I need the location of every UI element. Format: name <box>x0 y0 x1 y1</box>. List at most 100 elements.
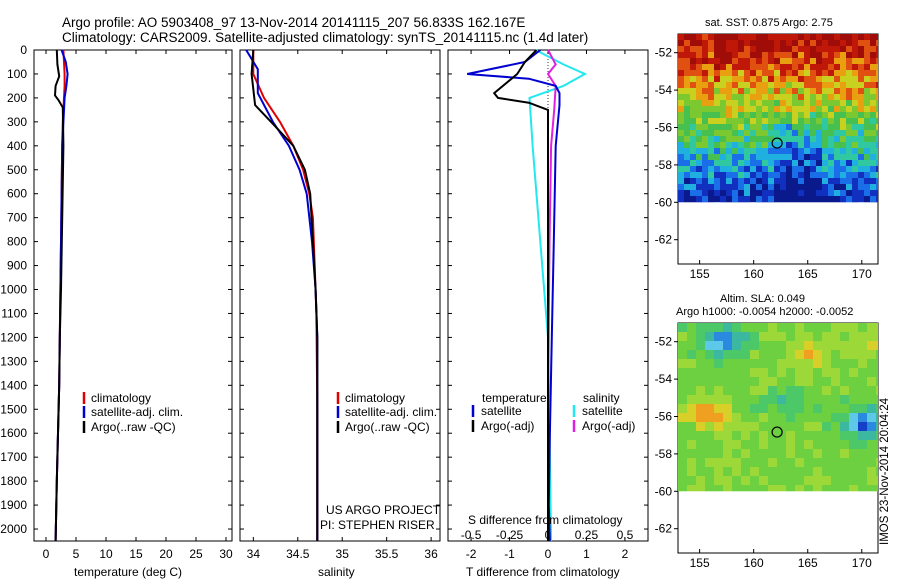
map-cell <box>738 52 744 58</box>
map-cell <box>822 458 831 467</box>
map-cell <box>795 350 804 359</box>
depth-tick-label: 300 <box>7 115 27 129</box>
map-cell <box>732 359 741 368</box>
map-cell <box>756 124 762 130</box>
map-cell <box>708 154 714 160</box>
map-cell <box>792 172 798 178</box>
map-cell <box>849 404 858 413</box>
map-cell <box>804 341 813 350</box>
map-cell <box>804 368 813 377</box>
map-cell <box>798 184 804 190</box>
map-cell <box>714 458 723 467</box>
map-cell <box>864 112 870 118</box>
map-cell <box>708 142 714 148</box>
map-cell <box>858 368 867 377</box>
map-cell <box>816 124 822 130</box>
map-cell <box>804 386 813 395</box>
map-cell <box>702 82 708 88</box>
map-cell <box>798 94 804 100</box>
map-cell <box>849 377 858 386</box>
series-line <box>53 49 65 542</box>
map-cell <box>714 440 723 449</box>
map-cell <box>870 52 876 58</box>
map-cell <box>768 196 774 202</box>
map-cell <box>741 440 750 449</box>
map-cell <box>864 148 870 154</box>
map-cell <box>867 485 876 492</box>
map-cell <box>831 485 840 492</box>
map-cell <box>840 124 846 130</box>
map-cell <box>714 386 723 395</box>
map-cell <box>756 184 762 190</box>
map-cell <box>876 160 878 166</box>
map-cell <box>708 178 714 184</box>
map-cell <box>876 178 878 184</box>
map-cell <box>759 431 768 440</box>
map-cell <box>813 323 822 332</box>
map-cell <box>732 130 738 136</box>
map-cell <box>792 64 798 70</box>
map-cell <box>690 64 696 70</box>
map-cell <box>762 160 768 166</box>
temperature-series <box>53 49 69 542</box>
map-cell <box>816 160 822 166</box>
map-cell <box>738 190 744 196</box>
map-cell <box>705 395 714 404</box>
map-cell <box>714 196 720 202</box>
map-cell <box>723 359 732 368</box>
map-cell <box>738 124 744 130</box>
map-cell <box>867 440 876 449</box>
map-cell <box>696 467 705 476</box>
map-cell <box>804 136 810 142</box>
top-tick-label: 0.5 <box>617 528 634 542</box>
map-cell <box>714 40 720 46</box>
map-cell <box>798 40 804 46</box>
map-cell <box>810 118 816 124</box>
map-cell <box>786 476 795 485</box>
map-cell <box>768 82 774 88</box>
map-cell <box>822 94 828 100</box>
map-cell <box>795 323 804 332</box>
map-cell <box>684 112 690 118</box>
map-cell <box>858 160 864 166</box>
map-cell <box>780 172 786 178</box>
map-cell <box>828 52 834 58</box>
map-cell <box>831 386 840 395</box>
map-cell <box>726 82 732 88</box>
map-cell <box>846 196 852 202</box>
map-cell <box>813 485 822 492</box>
map-cell <box>786 323 795 332</box>
map-cell <box>852 52 858 58</box>
map-cell <box>678 485 687 492</box>
map-cell <box>708 148 714 154</box>
map-cell <box>714 136 720 142</box>
map-cell <box>708 52 714 58</box>
map-cell <box>756 76 762 82</box>
x-tick-label: 30 <box>219 547 233 561</box>
map-cell <box>756 118 762 124</box>
map-cell <box>678 118 684 124</box>
map-cell <box>678 422 687 431</box>
map-cell <box>840 395 849 404</box>
map-cell <box>786 130 792 136</box>
difference-axis: -2 -1 0 1 2-0.5 -0.25 0 0.25 0.5 <box>461 50 634 561</box>
map-cell <box>804 40 810 46</box>
map-cell <box>786 440 795 449</box>
map-cell <box>768 467 777 476</box>
map-cell <box>813 467 822 476</box>
map-cell <box>762 166 768 172</box>
map-cell <box>834 160 840 166</box>
map-cell <box>846 112 852 118</box>
map-cell <box>858 46 864 52</box>
sst-map: -52 -54 -56 -58 -60 -62 155 160 165 170 <box>655 33 879 281</box>
map-cell <box>780 106 786 112</box>
map-cell <box>678 323 687 332</box>
map-cell <box>768 172 774 178</box>
map-cell <box>696 178 702 184</box>
map-cell <box>852 88 858 94</box>
map-cell <box>684 52 690 58</box>
map-cell <box>738 40 744 46</box>
map-cell <box>732 46 738 52</box>
map-cell <box>870 46 876 52</box>
map-cell <box>852 178 858 184</box>
